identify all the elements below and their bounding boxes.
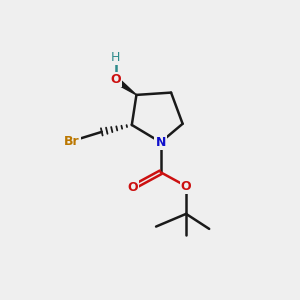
Text: O: O [110, 74, 121, 86]
Text: Br: Br [64, 135, 80, 148]
Text: N: N [155, 136, 166, 149]
Text: O: O [128, 181, 138, 194]
Polygon shape [114, 77, 136, 95]
Text: H: H [111, 51, 120, 64]
Text: O: O [181, 180, 191, 193]
